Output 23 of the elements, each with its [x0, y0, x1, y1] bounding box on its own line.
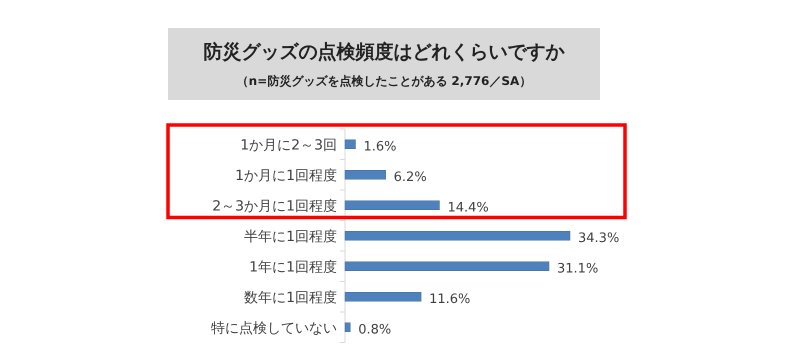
y-tick-label: 1か月に2～3回 — [240, 137, 337, 154]
data-label: 6.2% — [394, 170, 427, 185]
bar — [344, 322, 350, 332]
bar — [344, 140, 356, 149]
data-label: 34.3% — [578, 230, 620, 246]
chart-subtitle: （n=防災グッズを点検したことがある 2,776／SA） — [236, 74, 532, 88]
y-tick-label: 数年に1回程度 — [244, 290, 337, 306]
data-label: 14.4% — [447, 200, 489, 216]
data-label: 31.1% — [557, 261, 598, 276]
y-tick-label: 1年に1回程度 — [249, 259, 337, 276]
bar — [344, 231, 570, 240]
bar — [344, 292, 422, 302]
data-label: 11.6% — [429, 292, 470, 307]
y-tick-label: 1か月に1回程度 — [235, 168, 337, 184]
chart-title: 防災グッズの点検頻度はどれくらいですか — [204, 41, 566, 63]
data-label: 1.6% — [363, 139, 397, 154]
y-tick-label: 半年に1回程度 — [244, 228, 337, 245]
y-tick-label: 2～3か月に1回程度 — [212, 198, 337, 214]
bar — [344, 170, 386, 180]
bar — [344, 262, 550, 271]
y-tick-label: 特に点検していない — [211, 320, 337, 336]
bar — [344, 200, 440, 210]
data-label: 0.8% — [358, 322, 392, 338]
